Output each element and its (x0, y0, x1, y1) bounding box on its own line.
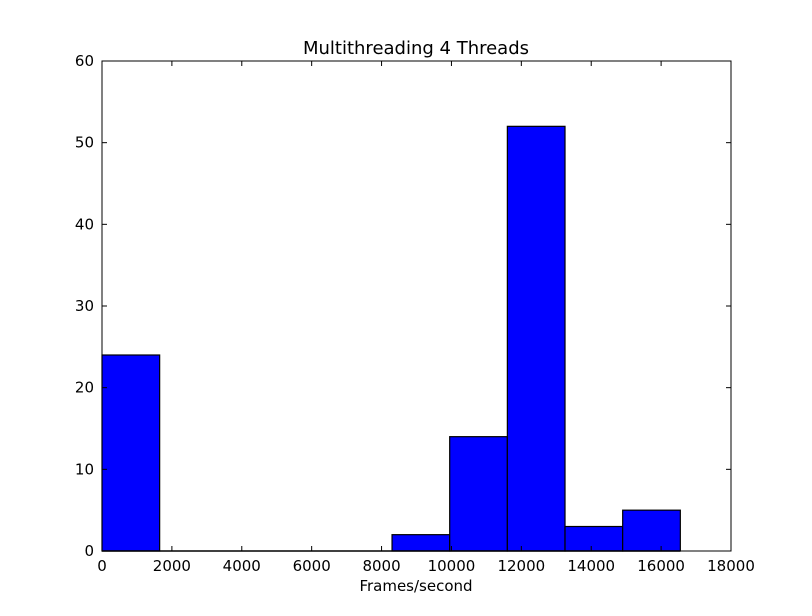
x-tick-label: 18000 (707, 557, 755, 575)
y-axis-ticks: 0 10 20 30 40 50 60 (75, 52, 731, 560)
x-axis-ticks: 0 2000 4000 6000 8000 10000 12000 14000 16000 180… (97, 61, 755, 575)
x-tick-label: 8000 (362, 557, 400, 575)
bars-group (101, 125, 681, 552)
y-tick-label: 20 (75, 379, 94, 397)
y-tick-label: 60 (75, 52, 94, 70)
histogram-bar-7 (506, 125, 566, 552)
y-tick-label: 40 (75, 215, 94, 233)
y-tick-label: 30 (75, 297, 94, 315)
x-tick-label: 0 (97, 557, 107, 575)
plot-frame (101, 60, 732, 552)
x-tick-label: 12000 (497, 557, 545, 575)
x-tick-label: 14000 (567, 557, 615, 575)
histogram-bar-0 (101, 354, 161, 552)
x-tick-label: 6000 (293, 557, 331, 575)
x-tick-label: 4000 (223, 557, 261, 575)
y-tick-label: 0 (84, 542, 94, 560)
chart-title: Multithreading 4 Threads (303, 38, 529, 59)
y-tick-label: 10 (75, 460, 94, 478)
histogram-bar-9 (622, 509, 681, 552)
x-axis-label: Frames/second (359, 577, 472, 595)
histogram-bar-8 (564, 525, 624, 552)
histogram-bar-6 (449, 436, 508, 552)
x-tick-label: 2000 (153, 557, 191, 575)
histogram-bar-5 (391, 534, 451, 552)
x-tick-label: 16000 (637, 557, 685, 575)
x-tick-label: 10000 (428, 557, 476, 575)
y-tick-label: 50 (75, 134, 94, 152)
